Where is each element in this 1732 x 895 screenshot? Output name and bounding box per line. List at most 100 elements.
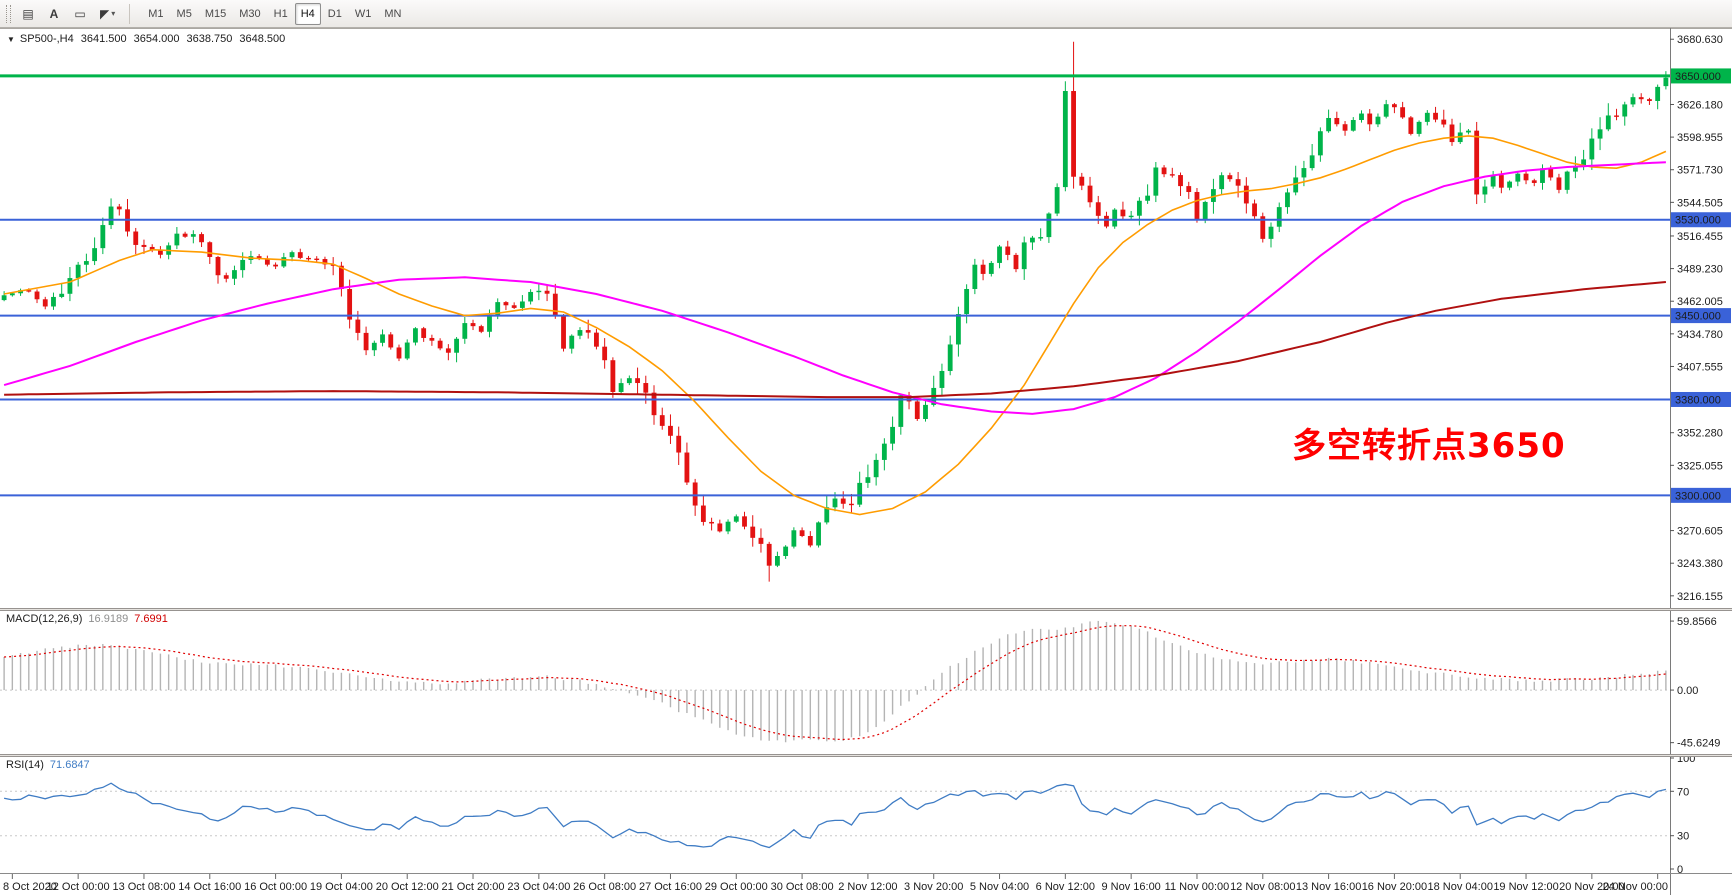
time-axis-label: 16 Oct 00:00: [244, 881, 307, 893]
time-axis-label: 5 Nov 04:00: [970, 881, 1029, 893]
price-line-badge-label: 3450.000: [1675, 311, 1721, 323]
macd-panel: 59.8566 0.00 -45.6249: [0, 616, 1720, 750]
one-click-arrow-icon: ▼: [7, 35, 15, 44]
panel-separators: [0, 608, 1732, 874]
toolbar-drag-handle: [6, 4, 11, 23]
price-axis-label: 3544.505: [1677, 197, 1723, 209]
price-axis-label: 3462.005: [1677, 296, 1723, 308]
price-axis-label: 3598.955: [1677, 132, 1723, 144]
cursor-tool-button[interactable]: ◤ ▾: [94, 3, 121, 25]
price-line-badge-label: 3650.000: [1675, 71, 1721, 83]
time-axis-label: 30 Oct 08:00: [771, 881, 834, 893]
panel-backgrounds: [0, 28, 1732, 895]
horizontal-lines-layer: [0, 74, 1670, 497]
time-axis-label: 2 Nov 12:00: [838, 881, 897, 893]
timeframe-button-D1[interactable]: D1: [322, 3, 348, 25]
annotate-text-button[interactable]: A: [42, 3, 66, 25]
rsi-value: 71.6847: [49, 759, 90, 771]
price-axis-label: 3571.730: [1677, 165, 1723, 177]
cursor-icon: ◤: [100, 6, 110, 21]
rsi-axis-label: 30: [1677, 831, 1689, 843]
macd-axis-label: 0.00: [1677, 685, 1698, 697]
price-line-badge: [1671, 391, 1731, 407]
macd-axis-label: -45.6249: [1677, 738, 1720, 750]
price-axis-label: 3270.605: [1677, 526, 1723, 538]
time-axis-label: 14 Oct 16:00: [178, 881, 241, 893]
time-axis-label: 19 Nov 12:00: [1493, 881, 1558, 893]
price-axis-label: 3243.380: [1677, 558, 1723, 570]
price-axis-label: 3352.280: [1677, 428, 1723, 440]
timeframe-button-H4[interactable]: H4: [294, 2, 321, 25]
price-axis-label: 3434.780: [1677, 329, 1723, 341]
time-axis-label: 23 Oct 04:00: [507, 881, 570, 893]
symbol-title: SP500-,H4: [19, 33, 74, 45]
timeframe-buttons: M1 M5 M15 M30 H1 H4 D1 W1 MN: [142, 2, 407, 25]
price-axis-label: 3325.055: [1677, 460, 1723, 472]
text-box-button[interactable]: ▭: [68, 3, 92, 25]
chart-list-button[interactable]: ▤: [16, 3, 40, 25]
macd-name: MACD(12,26,9): [6, 613, 83, 625]
text-box-icon: ▭: [74, 6, 86, 21]
time-axis-label: 27 Oct 16:00: [639, 881, 702, 893]
ohlc-low: 3638.750: [186, 33, 233, 45]
price-line-badge: [1671, 308, 1731, 324]
time-axis-label: 29 Oct 00:00: [705, 881, 768, 893]
rsi-line: [3, 782, 1667, 849]
ohlc-high: 3654.000: [133, 33, 180, 45]
toolbar-separator: [129, 3, 131, 24]
chart-list-icon: ▤: [22, 6, 34, 21]
chart-annotation[interactable]: 多空转折点3650: [1292, 426, 1566, 466]
rsi-name: RSI(14): [6, 759, 44, 771]
price-line-badge-label: 3380.000: [1675, 394, 1721, 406]
time-axis-label: 13 Nov 16:00: [1296, 881, 1361, 893]
time-axis-label: 19 Oct 04:00: [310, 881, 373, 893]
time-axis-label: 13 Oct 08:00: [112, 881, 175, 893]
rsi-axis-label: 0: [1677, 864, 1683, 876]
ohlc-close: 3648.500: [239, 33, 286, 45]
timeframe-button-M15[interactable]: M15: [199, 3, 232, 25]
letter-a-icon: A: [49, 6, 59, 21]
timeframe-button-M1[interactable]: M1: [142, 3, 169, 25]
symbol-bar: ▼ SP500-,H4 3641.500 3654.000 3638.750 3648.5…: [7, 33, 292, 45]
ma-slow-red: [4, 281, 1666, 399]
price-axis-label: 3407.555: [1677, 361, 1723, 373]
time-axis-label: 9 Nov 16:00: [1101, 881, 1160, 893]
ma-medium-magenta: [3, 161, 1666, 415]
ohlc-open: 3641.500: [80, 33, 127, 45]
macd-main-value: 16.9189: [88, 613, 129, 625]
moving-averages-layer: [3, 135, 1667, 516]
time-axis-label: 6 Nov 12:00: [1036, 881, 1095, 893]
price-line-badge: [1671, 487, 1731, 503]
price-line-badge: [1671, 68, 1731, 84]
time-axis-label: 8 Oct 2020: [3, 881, 57, 893]
time-axis-label: 3 Nov 20:00: [904, 881, 963, 893]
time-axis-label: 21 Oct 20:00: [442, 881, 505, 893]
price-line-badge-label: 3300.000: [1675, 490, 1721, 502]
rsi-indicator-label: RSI(14) 71.6847: [6, 759, 96, 771]
price-axis-label: 3516.455: [1677, 231, 1723, 243]
rsi-axis-label: 70: [1677, 786, 1689, 798]
timeframe-button-H1[interactable]: H1: [268, 3, 294, 25]
time-axis-label: 24 Nov 00:00: [1603, 881, 1668, 893]
time-axis-label: 20 Oct 12:00: [376, 881, 439, 893]
ma-fast-orange: [3, 135, 1667, 516]
timeframe-button-MN[interactable]: MN: [378, 3, 407, 25]
macd-signal-value: 7.6991: [134, 613, 168, 625]
app-toolbar: ▤ A ▭ ◤ ▾ M1 M5 M15 M30 H1 H4 D1 W1 MN: [0, 0, 1732, 28]
time-axis-label: 18 Nov 04:00: [1428, 881, 1493, 893]
price-axis-label: 3626.180: [1677, 99, 1723, 111]
macd-indicator-label: MACD(12,26,9) 16.9189 7.6991: [6, 613, 174, 625]
price-axis-label: 3489.230: [1677, 264, 1723, 276]
candles-layer: [1, 41, 1669, 582]
time-axis-label: 12 Oct 00:00: [47, 881, 110, 893]
timeframe-button-M30[interactable]: M30: [233, 3, 266, 25]
time-axis-label: 12 Nov 08:00: [1230, 881, 1295, 893]
price-line-badge-label: 3530.000: [1675, 215, 1721, 227]
timeframe-button-M5[interactable]: M5: [171, 3, 198, 25]
time-axis-label: 16 Nov 20:00: [1362, 881, 1427, 893]
timeframe-button-W1[interactable]: W1: [349, 3, 378, 25]
